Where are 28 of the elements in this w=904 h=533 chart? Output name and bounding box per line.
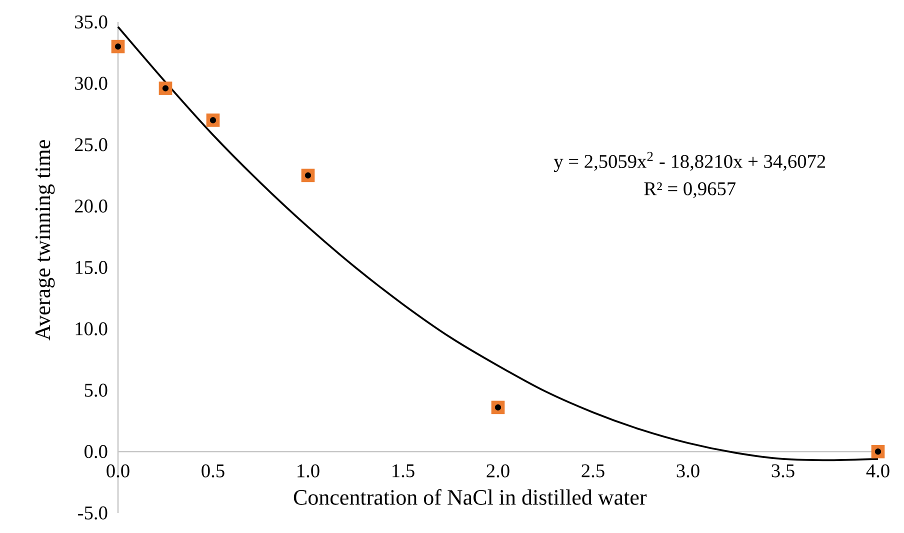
x-tick-label: 0.5 bbox=[202, 464, 224, 478]
point bbox=[111, 40, 125, 54]
x-tick-label: 3.5 bbox=[772, 464, 794, 478]
y-tick-label: 0.0 bbox=[84, 444, 108, 458]
y-tick-label: 25.0 bbox=[74, 138, 108, 152]
annotation: R² = 0,9657 bbox=[644, 182, 736, 198]
x-axis-title: Concentration of NaCl in distilled water bbox=[294, 488, 647, 505]
y-tick-label: 10.0 bbox=[76, 322, 108, 336]
x-tick-label: 4.0 bbox=[866, 464, 890, 478]
x-tick-label: 2.5 bbox=[582, 464, 604, 478]
point bbox=[491, 400, 505, 414]
y-tick-label: 20.0 bbox=[74, 199, 108, 213]
x-tick-label: 0.0 bbox=[106, 464, 130, 478]
point bbox=[206, 113, 220, 127]
y-tick-label: 15.0 bbox=[76, 260, 108, 274]
y-axis-title: Average twinning time bbox=[35, 140, 55, 340]
y-tick-label: 30.0 bbox=[75, 76, 108, 90]
point bbox=[301, 168, 315, 182]
x-tick-label: 1.0 bbox=[298, 464, 320, 478]
y-tick-label: 35.0 bbox=[75, 15, 108, 28]
y-tick-label: 5.0 bbox=[84, 384, 108, 397]
annotation: y = 2,5059x$^{2}$ - 18,8210x + 34,6072 bbox=[554, 152, 826, 172]
x-tick-label: 2.0 bbox=[486, 464, 510, 478]
x-tick-label: 3.0 bbox=[676, 464, 700, 478]
x-tick-label: 1.5 bbox=[392, 464, 414, 478]
point bbox=[871, 444, 885, 458]
point bbox=[158, 81, 172, 95]
y-tick-label: -5.0 bbox=[78, 506, 108, 520]
